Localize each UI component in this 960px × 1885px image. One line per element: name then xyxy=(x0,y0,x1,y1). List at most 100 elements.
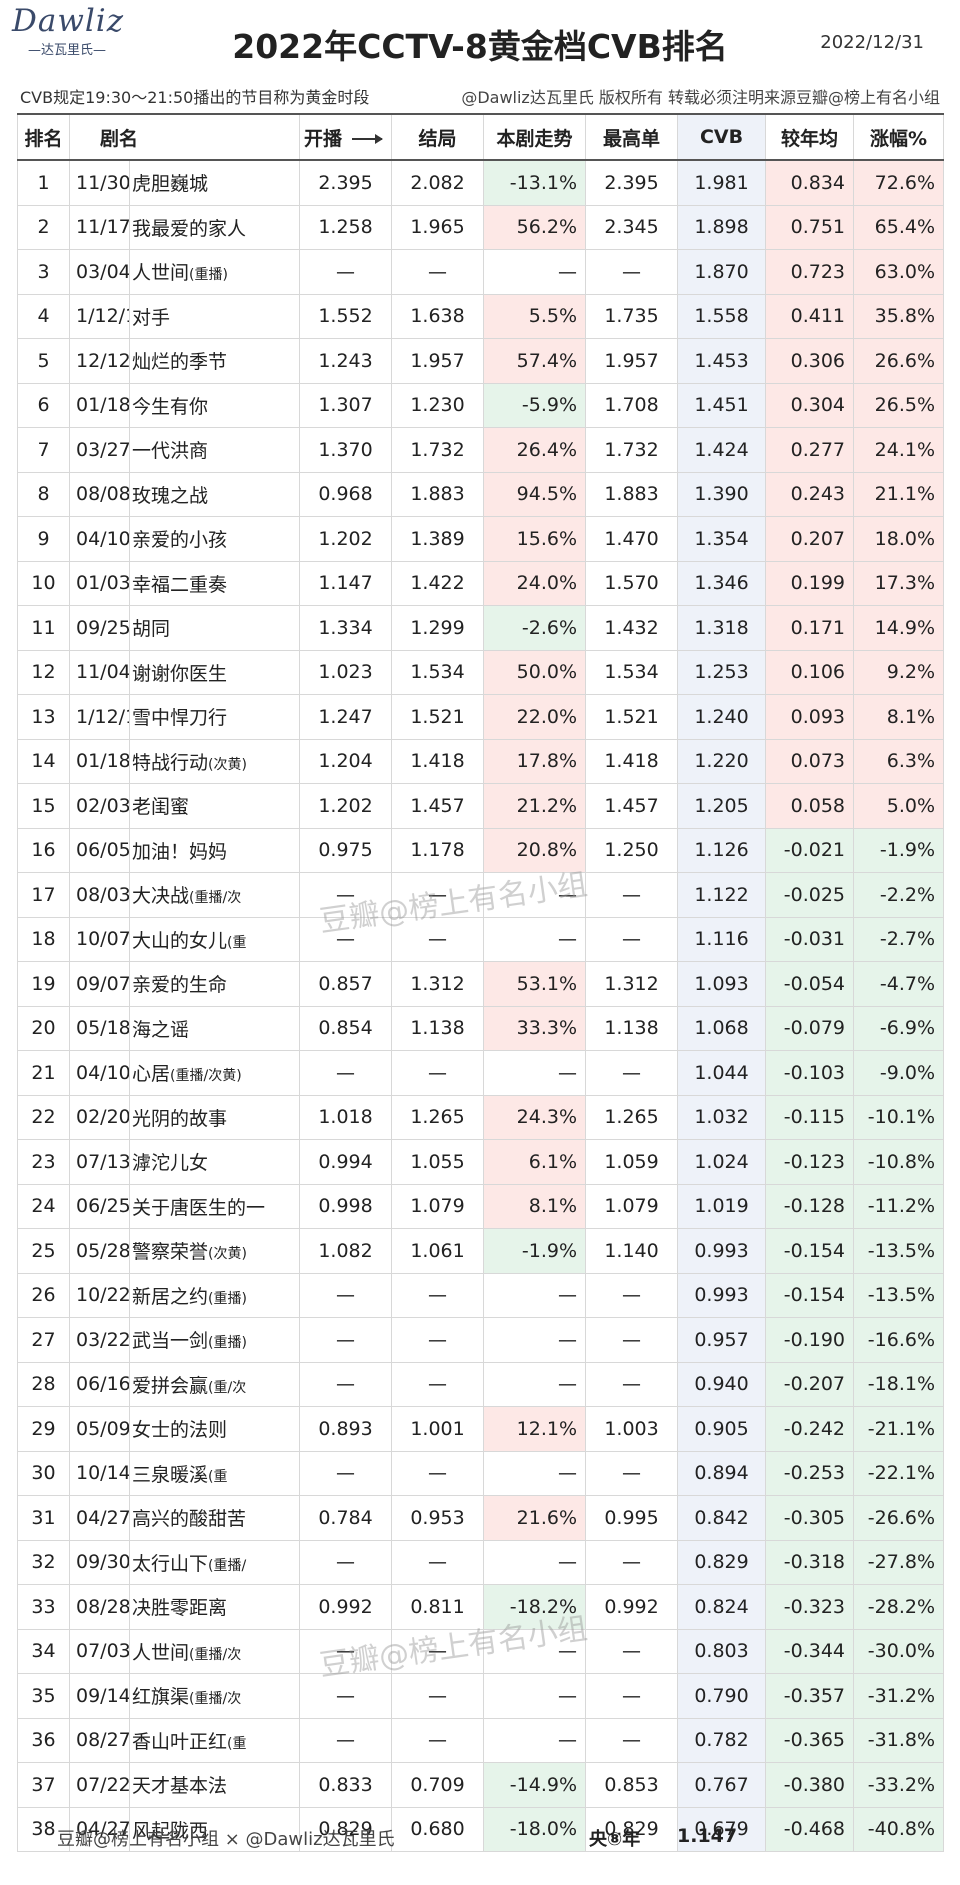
cell-name: 武当一剑(重播) xyxy=(128,1317,301,1363)
table-row: 1 11/30 虎胆巍城 2.395 2.082 -13.1% 2.395 1.981 0.83… xyxy=(17,159,945,206)
cell-pct: 24.1% xyxy=(853,427,945,473)
cell-date: 03/04 xyxy=(69,249,130,295)
drama-title: 一代洪商 xyxy=(132,440,209,463)
cell-name: 雪中悍刀行 xyxy=(128,694,301,740)
cell-trend: 20.8% xyxy=(483,827,587,873)
drama-title: 大决战 xyxy=(132,885,190,908)
cell-trend: 21.6% xyxy=(483,1495,587,1541)
cell-pct: -13.5% xyxy=(853,1272,945,1318)
cell-rank: 23 xyxy=(17,1139,70,1185)
cell-rank: 27 xyxy=(17,1317,70,1363)
cell-vs-avg: 0.073 xyxy=(765,738,855,784)
cell-trend: 57.4% xyxy=(483,338,587,384)
cell-cvb: 1.870 xyxy=(677,249,767,295)
cell-name: 滹沱儿女 xyxy=(128,1139,301,1185)
cell-vs-avg: -0.380 xyxy=(765,1762,855,1808)
cell-end: — xyxy=(391,1450,485,1496)
cell-cvb: 0.842 xyxy=(677,1495,767,1541)
cell-end: 2.082 xyxy=(391,159,485,206)
cell-peak: 1.138 xyxy=(585,1005,679,1051)
cell-end: 1.138 xyxy=(391,1005,485,1051)
cell-pct: -6.9% xyxy=(853,1005,945,1051)
cell-cvb: 1.424 xyxy=(677,427,767,473)
cell-start: 1.204 xyxy=(299,738,393,784)
cell-peak: 1.418 xyxy=(585,738,679,784)
cell-cvb: 1.318 xyxy=(677,605,767,651)
cell-date: 07/13 xyxy=(69,1139,130,1185)
cell-name: 高兴的酸甜苦 xyxy=(128,1495,301,1541)
cell-pct: -31.2% xyxy=(853,1673,945,1719)
cell-start: — xyxy=(299,1450,393,1496)
cell-end: 1.965 xyxy=(391,204,485,250)
cell-rank: 14 xyxy=(17,738,70,784)
cell-peak: 2.345 xyxy=(585,204,679,250)
cell-cvb: 1.032 xyxy=(677,1094,767,1140)
cell-pct: 26.5% xyxy=(853,382,945,428)
cell-trend: -5.9% xyxy=(483,382,587,428)
cell-end: — xyxy=(391,872,485,918)
table-row: 17 08/03 大决战(重播/次 — — — —1.122 -0.025 -2.2% xyxy=(17,872,945,918)
cell-cvb: 1.898 xyxy=(677,204,767,250)
logo-sub: —达瓦里氏— xyxy=(27,43,106,58)
cell-end: 1.534 xyxy=(391,649,485,695)
table-row: 28 06/16 爱拼会赢(重/次 — — — —0.940 -0.207 -18.1% xyxy=(17,1361,945,1407)
cell-peak: — xyxy=(585,1050,679,1096)
cell-date: 01/03 xyxy=(69,560,130,606)
cell-peak: 1.265 xyxy=(585,1094,679,1140)
table-row: 21 04/10 心居(重播/次黄) — — — —1.044 -0.103 -9.0% xyxy=(17,1050,945,1096)
cell-cvb: 0.782 xyxy=(677,1717,767,1763)
cell-rank: 6 xyxy=(17,382,70,428)
cell-start: 1.018 xyxy=(299,1094,393,1140)
cell-cvb: 0.993 xyxy=(677,1272,767,1318)
cell-peak: 0.995 xyxy=(585,1495,679,1541)
cell-date: 06/16 xyxy=(69,1361,130,1407)
cell-trend: 24.0% xyxy=(483,560,587,606)
cell-end: 1.299 xyxy=(391,605,485,651)
cell-peak: — xyxy=(585,1717,679,1763)
cell-peak: 0.853 xyxy=(585,1762,679,1808)
cell-pct: 9.2% xyxy=(853,649,945,695)
cell-vs-avg: -0.253 xyxy=(765,1450,855,1496)
cell-name: 人世间(重播) xyxy=(128,249,301,295)
copyright-note: @Dawliz达瓦里氏 版权所有 转载必须注明来源豆瓣@榜上有名小组 xyxy=(461,88,940,107)
cell-trend: — xyxy=(483,916,587,962)
drama-title: 老闺蜜 xyxy=(132,796,190,819)
cell-start: — xyxy=(299,1717,393,1763)
cell-start: 0.968 xyxy=(299,471,393,517)
cell-pct: 8.1% xyxy=(853,694,945,740)
drama-title: 女士的法则 xyxy=(132,1419,228,1442)
table-row: 35 09/14 红旗渠(重播/次 — — — —0.790 -0.357 -31.2% xyxy=(17,1673,945,1719)
cell-peak: — xyxy=(585,1317,679,1363)
cell-vs-avg: 0.277 xyxy=(765,427,855,473)
drama-note: (重 xyxy=(227,934,247,951)
cell-date: 03/22 xyxy=(69,1317,130,1363)
cell-name: 幸福二重奏 xyxy=(128,560,301,606)
cell-pct: -10.8% xyxy=(853,1139,945,1185)
cell-end: — xyxy=(391,1539,485,1585)
drama-title: 心居 xyxy=(132,1063,171,1086)
cell-pct: -21.1% xyxy=(853,1406,945,1452)
cell-peak: 1.140 xyxy=(585,1228,679,1274)
cell-vs-avg: -0.031 xyxy=(765,916,855,962)
table-row: 24 06/25 关于唐医生的一 0.998 1.079 8.1% 1.079 1.019 -0… xyxy=(17,1183,945,1229)
cell-cvb: 0.940 xyxy=(677,1361,767,1407)
cell-peak: — xyxy=(585,1628,679,1674)
footer-source: 豆瓣@榜上有名小组 × @Dawliz达瓦里氏 xyxy=(57,1829,395,1850)
cell-peak: 1.059 xyxy=(585,1139,679,1185)
cell-date: 01/18 xyxy=(69,382,130,428)
drama-note: (重播) xyxy=(189,267,228,284)
cell-vs-avg: 0.093 xyxy=(765,694,855,740)
cell-peak: 1.570 xyxy=(585,560,679,606)
drama-note: (次黄) xyxy=(208,756,247,773)
drama-title: 雪中悍刀行 xyxy=(132,707,228,730)
table-row: 6 01/18 今生有你 1.307 1.230 -5.9% 1.708 1.451 0.304… xyxy=(17,382,945,428)
cell-peak: — xyxy=(585,1272,679,1318)
cell-peak: — xyxy=(585,1361,679,1407)
cell-vs-avg: -0.025 xyxy=(765,872,855,918)
cell-peak: 0.829 xyxy=(585,1806,679,1852)
cell-end: 0.680 xyxy=(391,1806,485,1852)
table-row: 27 03/22 武当一剑(重播) — — — —0.957 -0.190 -16.6% xyxy=(17,1317,945,1363)
table-row: 26 10/22 新居之约(重播) — — — —0.993 -0.154 -13.5% xyxy=(17,1272,945,1318)
cell-vs-avg: -0.190 xyxy=(765,1317,855,1363)
cell-trend: — xyxy=(483,1717,587,1763)
